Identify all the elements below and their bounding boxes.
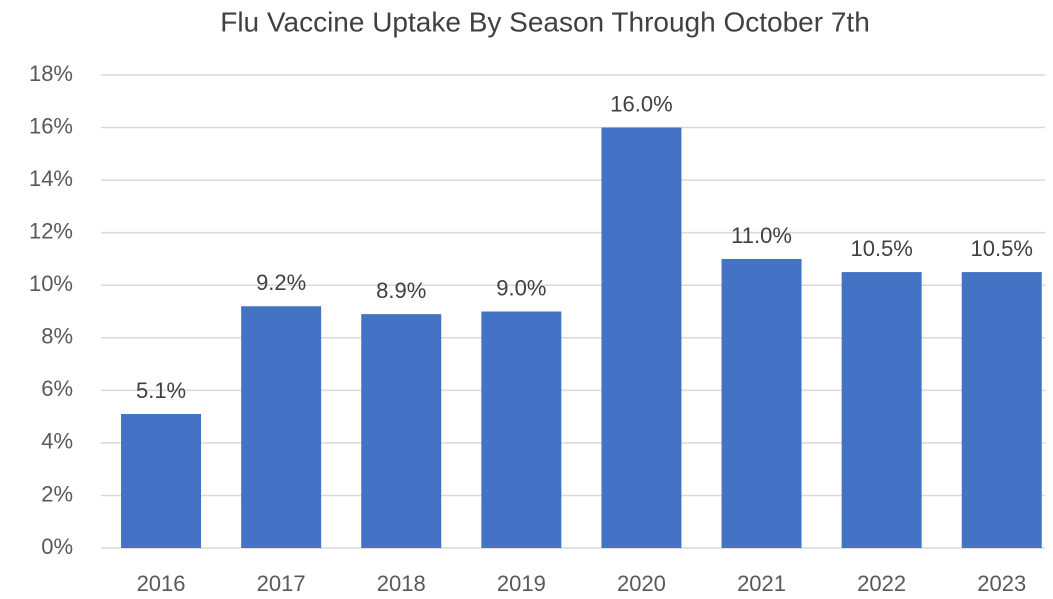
bar: [361, 314, 442, 548]
x-tick-label: 2016: [137, 571, 186, 596]
x-tick-label: 2021: [737, 571, 786, 596]
data-label: 5.1%: [136, 378, 186, 403]
y-tick-label: 16%: [29, 113, 73, 138]
data-label: 9.2%: [256, 270, 306, 295]
y-tick-label: 14%: [29, 166, 73, 191]
x-tick-label: 2020: [617, 571, 666, 596]
x-tick-label: 2019: [497, 571, 546, 596]
chart-title: Flu Vaccine Uptake By Season Through Oct…: [220, 6, 870, 37]
y-tick-label: 12%: [29, 218, 73, 243]
x-tick-label: 2022: [857, 571, 906, 596]
bar: [961, 272, 1042, 548]
y-tick-label: 2%: [41, 481, 73, 506]
x-tick-label: 2023: [977, 571, 1026, 596]
bar: [481, 311, 562, 548]
bar: [121, 413, 202, 548]
data-label: 9.0%: [496, 275, 546, 300]
y-tick-label: 8%: [41, 324, 73, 349]
bar: [601, 127, 682, 549]
bar: [841, 272, 922, 548]
bar: [241, 306, 322, 548]
data-label: 11.0%: [731, 223, 792, 248]
x-tick-label: 2018: [377, 571, 426, 596]
y-tick-label: 6%: [41, 376, 73, 401]
y-tick-label: 18%: [29, 61, 73, 86]
y-tick-label: 10%: [29, 271, 73, 296]
data-label: 8.9%: [376, 278, 426, 303]
bar: [721, 258, 802, 548]
y-tick-label: 0%: [41, 534, 73, 559]
data-label: 16.0%: [610, 91, 672, 116]
x-tick-label: 2017: [257, 571, 306, 596]
data-label: 10.5%: [971, 236, 1033, 261]
y-tick-label: 4%: [41, 429, 73, 454]
data-label: 10.5%: [850, 236, 912, 261]
